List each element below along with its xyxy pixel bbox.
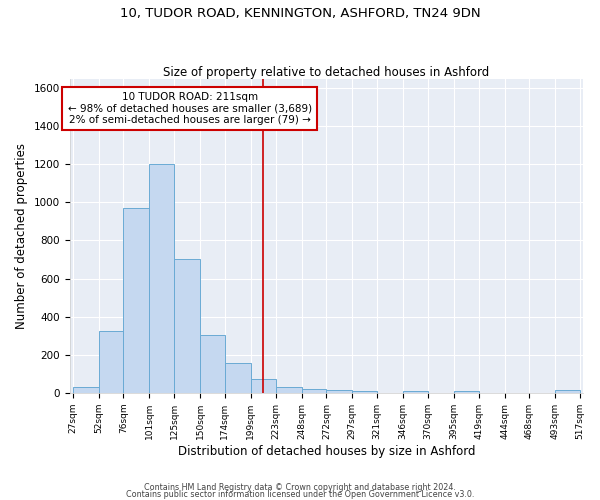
Bar bbox=[98, 331, 124, 393]
Text: Contains public sector information licensed under the Open Government Licence v3: Contains public sector information licen… bbox=[126, 490, 474, 499]
Bar bbox=[302, 389, 326, 393]
Bar bbox=[149, 164, 174, 393]
Bar bbox=[174, 260, 200, 393]
Text: Contains HM Land Registry data © Crown copyright and database right 2024.: Contains HM Land Registry data © Crown c… bbox=[144, 484, 456, 492]
Text: 10, TUDOR ROAD, KENNINGTON, ASHFORD, TN24 9DN: 10, TUDOR ROAD, KENNINGTON, ASHFORD, TN2… bbox=[119, 8, 481, 20]
X-axis label: Distribution of detached houses by size in Ashford: Distribution of detached houses by size … bbox=[178, 444, 475, 458]
Bar bbox=[124, 208, 149, 393]
Bar bbox=[556, 390, 580, 393]
Bar bbox=[275, 387, 302, 393]
Bar bbox=[326, 390, 352, 393]
Title: Size of property relative to detached houses in Ashford: Size of property relative to detached ho… bbox=[163, 66, 490, 78]
Text: 10 TUDOR ROAD: 211sqm
← 98% of detached houses are smaller (3,689)
2% of semi-de: 10 TUDOR ROAD: 211sqm ← 98% of detached … bbox=[68, 92, 312, 125]
Bar bbox=[403, 391, 428, 393]
Bar bbox=[251, 378, 275, 393]
Bar bbox=[200, 334, 225, 393]
Bar bbox=[73, 387, 98, 393]
Bar bbox=[454, 391, 479, 393]
Y-axis label: Number of detached properties: Number of detached properties bbox=[15, 142, 28, 328]
Bar bbox=[352, 391, 377, 393]
Bar bbox=[225, 364, 251, 393]
